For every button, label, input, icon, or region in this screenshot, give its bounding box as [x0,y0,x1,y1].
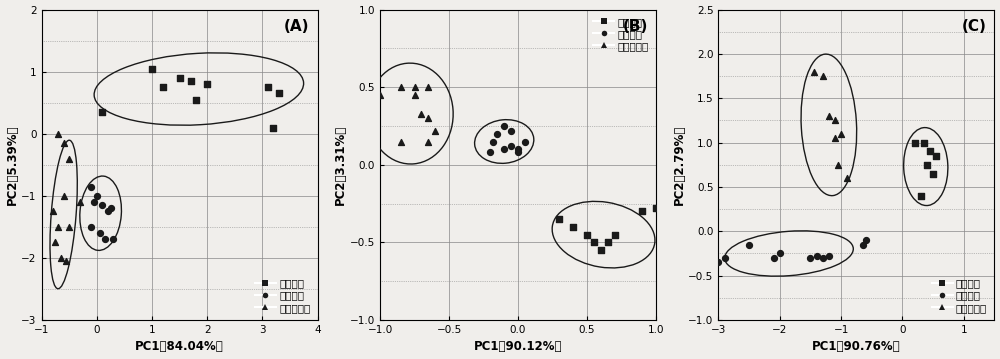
Point [806,69,822,75]
Legend: 黄曲镶组, 黑曲镶组, 杂色曲镶组: 黄曲镶组, 黑曲镶组, 杂色曲镶组 [930,276,989,315]
Point [839,175,855,181]
Point [58,258,74,264]
Point [809,253,825,259]
Point [94,109,110,115]
Legend: 黄曲镶组, 黑曲镶组, 杂色曲镶组: 黄曲镶组, 黑曲镶组, 杂色曲镶组 [253,276,312,315]
Point [772,251,788,256]
Point [83,184,99,190]
Point [827,135,843,141]
Point [919,162,935,168]
Point [86,199,102,205]
Point [586,239,602,245]
X-axis label: PC1（90.76%）: PC1（90.76%） [812,340,901,354]
Point [172,75,188,81]
Point [92,230,108,236]
Point [551,216,567,222]
Point [271,90,287,96]
Text: (C): (C) [961,19,986,34]
Point [815,73,831,79]
Point [741,242,757,247]
Point [50,131,66,137]
Point [420,115,436,121]
Point [183,78,199,84]
Point [821,253,837,259]
Text: (B): (B) [622,19,648,34]
Point [833,131,849,137]
Point [393,139,409,144]
Point [97,237,113,242]
Y-axis label: PC2（3.31%）: PC2（3.31%） [334,125,347,205]
Point [61,156,77,162]
Point [83,224,99,230]
Point [260,84,276,90]
Point [821,113,837,119]
Point [56,193,72,199]
Point [427,128,443,134]
Point [600,239,616,245]
Point [489,131,505,137]
Point [925,171,941,177]
Point [496,123,512,129]
Point [94,202,110,208]
Point [482,149,498,155]
Point [922,149,938,154]
Point [710,260,726,265]
Point [510,146,526,152]
Point [510,149,526,155]
Point [265,125,281,130]
Point [565,224,581,230]
Point [56,140,72,146]
Point [607,232,623,238]
Point [89,193,105,199]
Point [766,255,782,261]
Point [503,128,519,134]
Point [916,140,932,145]
Point [188,97,204,102]
Point [802,255,818,261]
Point [413,111,429,116]
Y-axis label: PC2（2.79%）: PC2（2.79%） [673,125,686,205]
Point [199,81,215,87]
Point [907,140,923,145]
Y-axis label: PC2（5.39%）: PC2（5.39%） [6,125,19,205]
Point [517,139,533,144]
Point [579,232,595,238]
Point [593,247,609,253]
Point [858,237,874,243]
Point [45,209,61,214]
Point [420,84,436,90]
Point [53,255,69,261]
Point [407,84,423,90]
X-axis label: PC1（84.04%）: PC1（84.04%） [135,340,224,354]
Point [913,193,929,199]
Point [827,117,843,123]
Point [815,255,831,261]
Point [928,153,944,159]
Legend: 黄曲镶组, 黑曲镶组, 杂色曲镶组: 黄曲镶组, 黑曲镶组, 杂色曲镶组 [591,15,651,53]
Point [648,205,664,211]
Point [717,255,733,261]
X-axis label: PC1（90.12%）: PC1（90.12%） [474,340,562,354]
Point [496,146,512,152]
Point [855,242,871,247]
Point [634,209,650,214]
Point [144,66,160,71]
Point [50,224,66,230]
Point [100,209,116,214]
Point [420,139,436,144]
Point [503,143,519,149]
Point [72,199,88,205]
Point [61,224,77,230]
Text: (A): (A) [284,19,309,34]
Point [103,205,119,211]
Point [155,84,171,90]
Point [485,139,501,144]
Point [407,92,423,98]
Point [47,239,63,245]
Point [830,162,846,168]
Point [372,92,388,98]
Point [393,84,409,90]
Point [105,237,121,242]
